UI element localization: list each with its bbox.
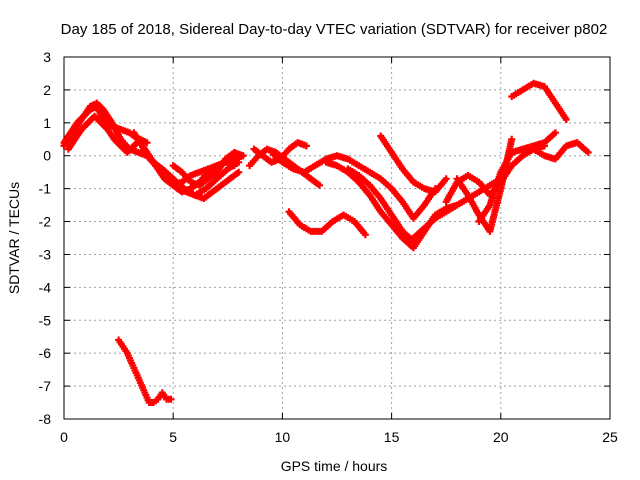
series-arc-5 [169, 148, 247, 189]
series-arc-6 [174, 168, 243, 202]
y-tick-label: 1 [43, 115, 51, 131]
series-arc-13 [377, 132, 450, 196]
data-point [562, 116, 570, 123]
x-axis-label: GPS time / hours [281, 458, 388, 474]
x-tick-label: 15 [384, 429, 400, 445]
data-point [508, 135, 516, 143]
plot-frame [63, 56, 611, 420]
data-points [60, 79, 592, 406]
data-point [584, 148, 592, 156]
data-point [239, 152, 247, 160]
x-tick-label: 10 [275, 429, 291, 445]
data-point [551, 129, 559, 137]
y-axis-label: SDTVAR / TECUs [6, 182, 22, 294]
axis-ticks: 0 5 10 15 20 25 -8 -7 -6 -5 -4 -3 -2 -1 0 1 2 3 [39, 49, 618, 445]
y-tick-label: -7 [39, 378, 52, 394]
x-tick-label: 5 [169, 429, 177, 445]
grid [64, 57, 610, 419]
y-tick-label: 2 [43, 82, 51, 98]
y-tick-label: -1 [39, 181, 52, 197]
series-arc-11 [285, 208, 369, 239]
y-tick-label: -3 [39, 246, 52, 262]
y-tick-label: -4 [39, 279, 52, 295]
x-tick-label: 0 [60, 429, 68, 445]
series-arc-14 [344, 165, 417, 245]
data-point [442, 175, 450, 183]
data-point [361, 231, 369, 239]
x-tick-label: 20 [493, 429, 509, 445]
y-tick-label: -8 [39, 411, 52, 427]
y-tick-label: -5 [39, 312, 52, 328]
chart-title: Day 185 of 2018, Sidereal Day-to-day VTE… [61, 21, 608, 38]
data-point [167, 395, 175, 403]
data-point [235, 168, 243, 176]
series-arc-19 [508, 79, 570, 123]
series-arc-9 [250, 139, 310, 166]
series-arc-10 [268, 148, 439, 222]
series-arc-18 [475, 129, 559, 225]
data-point [302, 142, 310, 150]
data-point [235, 158, 243, 166]
y-tick-label: 3 [43, 49, 51, 65]
y-tick-label: -6 [39, 345, 52, 361]
data-point [316, 181, 323, 189]
y-tick-label: 0 [43, 148, 51, 164]
data-point [143, 139, 151, 147]
x-tick-label: 25 [602, 429, 618, 445]
series-arc-7 [115, 336, 175, 406]
series-arc-20 [519, 139, 592, 163]
y-tick-label: -2 [39, 214, 52, 230]
